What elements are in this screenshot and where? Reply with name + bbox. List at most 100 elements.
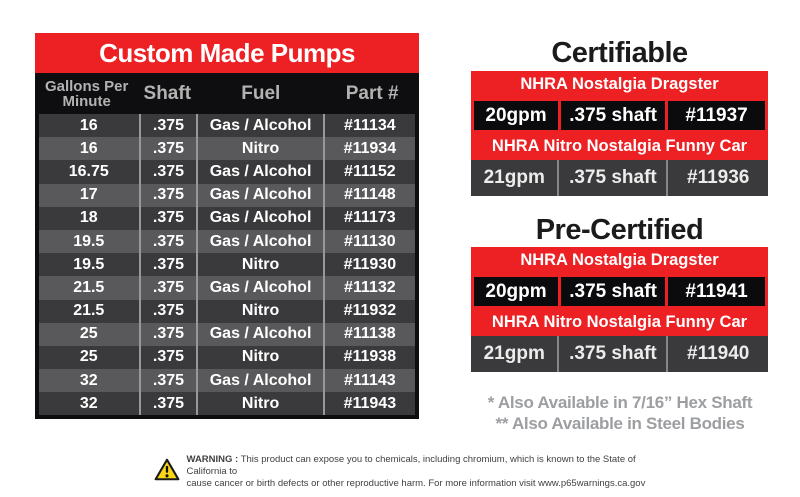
table-cell-fuel: Gas / Alcohol [196, 114, 322, 138]
table-row: 16.75 .375 Gas / Alcohol #11152 [39, 160, 415, 184]
table-cell-shaft: .375 [138, 160, 197, 184]
custom-made-pumps-table: Custom Made Pumps Gallons Per Minute Sha… [35, 33, 419, 420]
warning-line1: This product can expose you to chemicals… [186, 454, 636, 477]
spec-part: #11936 [666, 160, 768, 196]
table-row: 21.5 .375 Gas / Alcohol #11132 [39, 276, 415, 300]
table-cell-part: #11173 [322, 206, 415, 230]
table-cell-fuel: Gas / Alcohol [196, 206, 322, 230]
footnote-hex-shaft: * Also Available in 7/16” Hex Shaft [487, 393, 753, 412]
table-cell-part: #11152 [322, 160, 415, 184]
table-cell-part: #11930 [322, 253, 415, 277]
table-cell-fuel: Gas / Alcohol [196, 183, 322, 207]
table-row: 21.5 .375 Nitro #11932 [39, 299, 415, 323]
table-cell-gpm: 19.5 [73, 255, 105, 273]
certifiable-dragster-label: NHRA Nostalgia Dragster [471, 71, 768, 98]
spec-shaft: .375 shaft [557, 160, 666, 196]
table-row: 32 .375 Gas / Alcohol #11143 [39, 369, 415, 393]
table-cell-part: #11932 [322, 299, 415, 323]
table-cell-shaft: .375 [138, 276, 197, 300]
table-cell-part: #11934 [322, 137, 415, 161]
column-header-part: Part # [345, 82, 399, 104]
spec-part: #11941 [668, 277, 766, 306]
certifiable-dragster-specs: 20gpm .375 shaft #11937 [471, 98, 768, 133]
table-cell-fuel: Nitro [196, 253, 322, 277]
table-cell-part: #11138 [322, 322, 415, 346]
pre-certified-funnycar-specs: 21gpm .375 shaft #11940 [471, 336, 768, 372]
table-cell-fuel: Gas / Alcohol [196, 369, 322, 393]
table-cell-fuel: Gas / Alcohol [196, 276, 322, 300]
certifiable-heading: Certifiable [551, 37, 688, 69]
table-cell-part: #11130 [322, 229, 415, 254]
table-cell-gpm: 19.5 [73, 232, 105, 250]
table-cell-shaft: .375 [138, 345, 197, 370]
table-cell-gpm: 21.5 [73, 302, 105, 320]
table-cell-shaft: .375 [138, 369, 197, 393]
table-row: 19.5 .375 Nitro #11930 [39, 253, 415, 277]
pre-certified-heading: Pre-Certified [535, 214, 704, 246]
table-row: 32 .375 Nitro #11943 [39, 392, 415, 416]
table-cell-part: #11943 [322, 392, 415, 416]
table-row: 16 .375 Nitro #11934 [39, 137, 415, 161]
certifiable-funnycar-label: NHRA Nitro Nostalgia Funny Car [471, 133, 768, 160]
table-cell-part: #11132 [322, 276, 415, 300]
table-cell-gpm: 32 [79, 394, 98, 412]
table-cell-gpm: 25 [79, 348, 98, 366]
spec-shaft: .375 shaft [557, 336, 666, 372]
table-cell-fuel: Gas / Alcohol [196, 229, 322, 254]
pre-certified-funnycar-label: NHRA Nitro Nostalgia Funny Car [471, 309, 768, 336]
table-cell-fuel: Gas / Alcohol [196, 322, 322, 346]
spec-gpm: 20gpm [474, 101, 559, 130]
table-row: 17 .375 Gas / Alcohol #11148 [39, 183, 415, 207]
table-cell-gpm: 18 [79, 209, 98, 227]
table-row: 18 .375 Gas / Alcohol #11173 [39, 206, 415, 230]
table-cell-gpm: 16 [79, 116, 98, 134]
table-cell-shaft: .375 [138, 114, 197, 138]
table-row: 19.5 .375 Gas / Alcohol #11130 [39, 229, 415, 254]
table-cell-gpm: 17 [79, 186, 98, 204]
table-cell-shaft: .375 [138, 392, 197, 416]
spec-gpm: 21gpm [483, 343, 545, 364]
table-cell-shaft: .375 [138, 183, 197, 207]
table-cell-fuel: Gas / Alcohol [196, 160, 322, 184]
table-row: 25 .375 Nitro #11938 [39, 345, 415, 370]
spec-gpm: 20gpm [474, 277, 559, 306]
table-cell-fuel: Nitro [196, 137, 322, 161]
spec-part: #11937 [668, 101, 766, 130]
column-header-shaft: Shaft [143, 82, 192, 104]
table-cell-fuel: Nitro [196, 299, 322, 323]
table-cell-gpm: 32 [79, 371, 98, 389]
table-cell-gpm: 16 [79, 139, 98, 157]
table-cell-part: #11134 [322, 114, 415, 138]
table-cell-fuel: Nitro [196, 345, 322, 370]
warning-line2: cause cancer or birth defects or other r… [186, 478, 646, 489]
column-header-fuel: Fuel [241, 82, 281, 104]
table-cell-part: #11938 [322, 345, 415, 370]
column-header-gpm: Gallons Per Minute [44, 77, 129, 110]
table-cell-part: #11143 [322, 369, 415, 393]
table-cell-shaft: .375 [138, 206, 197, 230]
pump-table-body: 16.375 Gas / Alcohol #11134 16.375 Nitro #119… [35, 114, 419, 420]
footnotes: * Also Available in 7/16” Hex Shaft ** A… [440, 392, 800, 434]
table-cell-shaft: .375 [138, 229, 197, 254]
spec-shaft: .375 shaft [561, 277, 666, 306]
pump-table-column-headers: Gallons Per Minute Shaft Fuel Part # [35, 73, 419, 114]
certifiable-box: NHRA Nostalgia Dragster 20gpm .375 shaft… [471, 71, 768, 196]
prop65-warning: WARNING : This product can expose you to… [0, 454, 800, 490]
table-row: 25 .375 Gas / Alcohol #11138 [39, 322, 415, 346]
table-cell-gpm: 25 [79, 325, 98, 343]
pre-certified-dragster-label: NHRA Nostalgia Dragster [471, 247, 768, 274]
pre-certified-box: NHRA Nostalgia Dragster 20gpm .375 shaft… [471, 247, 768, 372]
certifiable-funnycar-specs: 21gpm .375 shaft #11936 [471, 160, 768, 196]
footnote-steel-bodies: ** Also Available in Steel Bodies [495, 414, 745, 433]
spec-shaft: .375 shaft [561, 101, 666, 130]
table-cell-shaft: .375 [138, 253, 197, 277]
table-cell-gpm: 16.75 [68, 162, 109, 180]
table-cell-shaft: .375 [138, 322, 197, 346]
table-cell-shaft: .375 [138, 299, 197, 323]
warning-triangle-icon [154, 458, 179, 481]
table-cell-fuel: Nitro [196, 392, 322, 416]
warning-text: WARNING : This product can expose you to… [187, 454, 647, 490]
pre-certified-dragster-specs: 20gpm .375 shaft #11941 [471, 274, 768, 309]
table-cell-part: #11148 [322, 183, 415, 207]
